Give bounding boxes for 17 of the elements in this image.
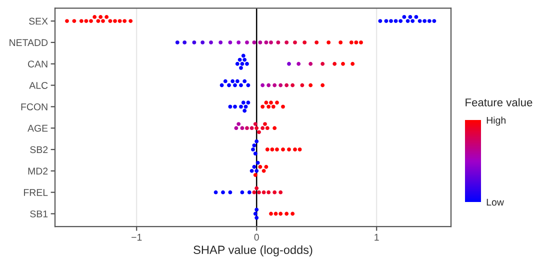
x-tick-label: −1 xyxy=(132,234,142,241)
y-tick-label: FCON xyxy=(21,103,48,110)
y-tick-label: FREL xyxy=(24,189,48,196)
x-tick-label: 1 xyxy=(374,234,379,241)
y-tick-label: MD2 xyxy=(28,168,48,174)
y-tick-label: SEX xyxy=(29,18,48,25)
color-bar-label: Low xyxy=(486,198,504,206)
y-tick-label: ALC xyxy=(29,82,48,89)
y-tick-label: CAN xyxy=(28,60,48,68)
x-axis-title: SHAP value (log-odds) xyxy=(194,245,312,256)
y-tick-label: SB1 xyxy=(30,210,48,218)
x-tick-label: 0 xyxy=(254,234,259,241)
y-tick-label: SB2 xyxy=(30,146,48,154)
color-bar-label: High xyxy=(486,116,506,126)
y-tick-label: NETADD xyxy=(10,39,48,46)
y-tick-label: AGE xyxy=(28,124,48,132)
color-bar-title: Feature value xyxy=(466,98,532,106)
